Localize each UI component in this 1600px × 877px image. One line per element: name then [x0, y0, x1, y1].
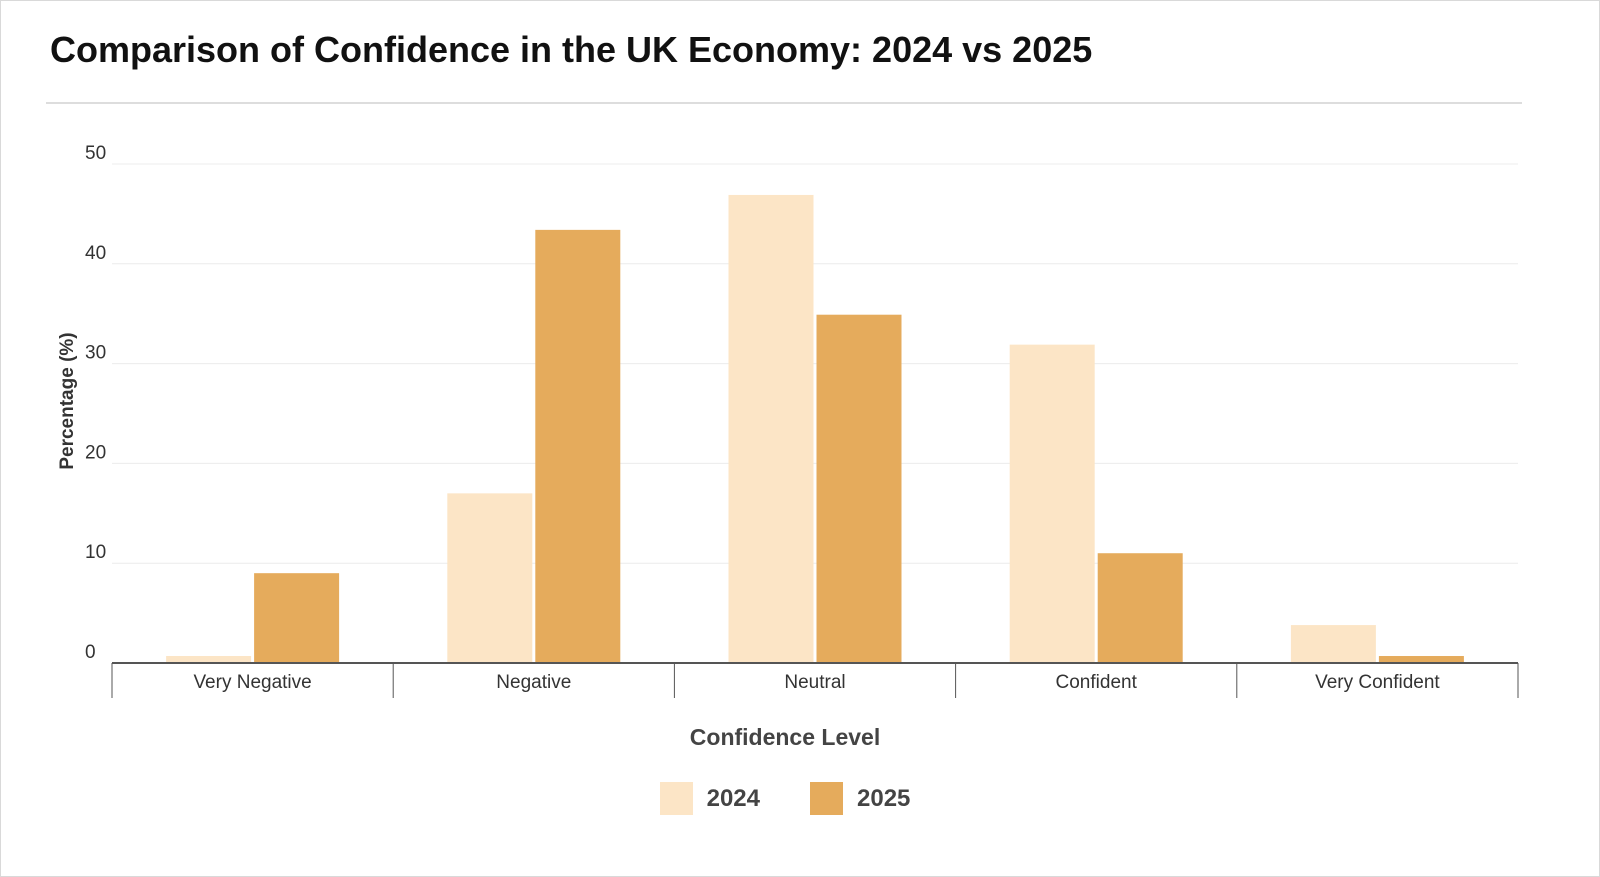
legend-swatch-2024 — [659, 782, 693, 815]
y-tick-label: 50 — [85, 143, 106, 164]
x-tick-label: Confident — [1056, 672, 1138, 693]
y-tick-label: 10 — [85, 542, 106, 563]
bar-2025-very-confident — [1378, 656, 1464, 663]
legend-item-2025[interactable]: 2025 — [810, 782, 910, 815]
bar-2025-confident — [1097, 553, 1183, 663]
bar-2024-very-confident — [1290, 625, 1376, 663]
y-tick-label: 0 — [85, 642, 96, 663]
chart-title: Comparison of Confidence in the UK Econo… — [50, 29, 1093, 70]
x-axis-title: Confidence Level — [690, 724, 880, 750]
legend: 2024 2025 — [1, 782, 1569, 815]
legend-label: 2024 — [706, 784, 760, 812]
bar-2024-very-negative — [166, 656, 252, 663]
title-divider — [46, 102, 1522, 104]
x-tick-label: Very Confident — [1315, 672, 1440, 693]
y-tick-label: 30 — [85, 343, 106, 364]
legend-item-2024[interactable]: 2024 — [659, 782, 760, 815]
legend-label: 2025 — [857, 784, 911, 812]
x-tick-label: Negative — [496, 672, 571, 693]
legend-swatch-2025 — [810, 782, 843, 815]
bar-2025-negative — [535, 229, 621, 664]
x-tick-label: Very Negative — [193, 672, 311, 693]
bar-2024-negative — [447, 493, 533, 663]
bar-2024-neutral — [728, 194, 814, 664]
y-tick-label: 20 — [85, 442, 106, 463]
bar-2025-neutral — [816, 314, 902, 663]
y-axis-title: Percentage (%) — [57, 332, 78, 469]
bar-2025-very-negative — [254, 573, 340, 663]
bar-2024-confident — [1009, 344, 1095, 663]
x-tick-label: Neutral — [784, 672, 845, 693]
y-tick-label: 40 — [85, 243, 106, 264]
